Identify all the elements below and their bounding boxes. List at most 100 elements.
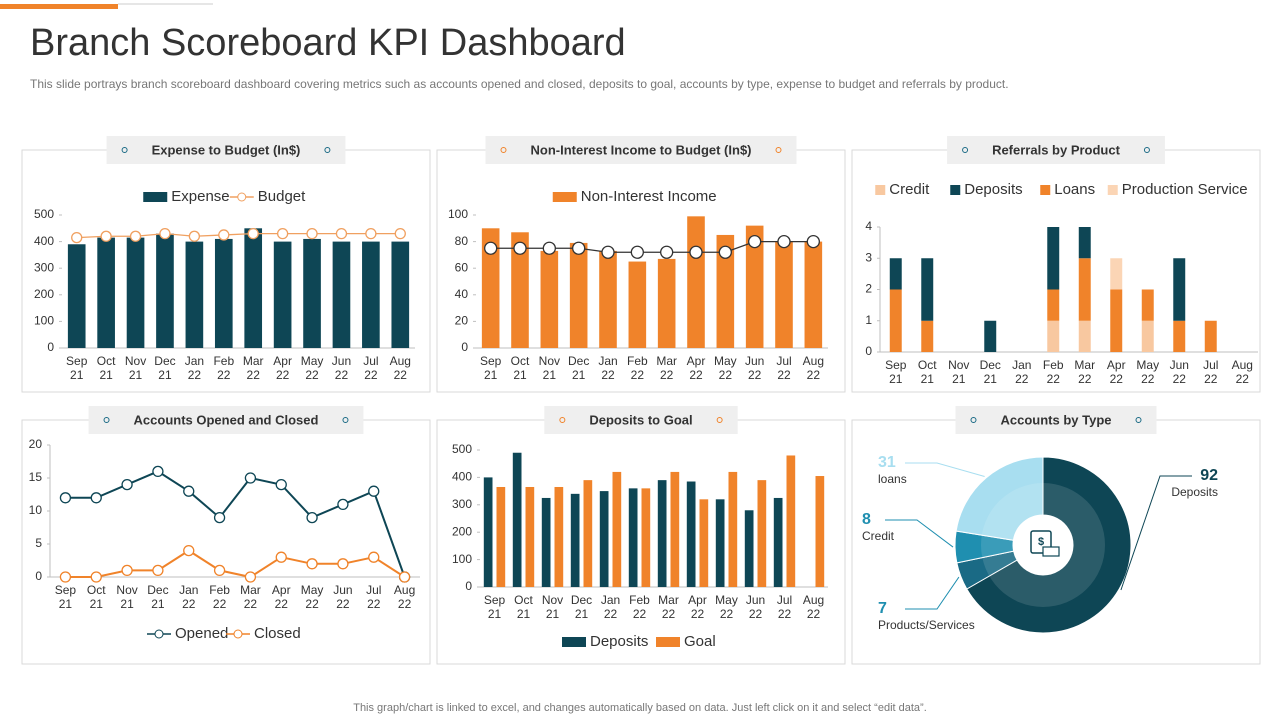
y-tick-label: 200 bbox=[34, 287, 54, 301]
bar bbox=[97, 237, 115, 348]
y-tick-label: 0 bbox=[47, 340, 54, 354]
x-tick-label: Jul 22 bbox=[776, 354, 791, 382]
panel-title-bg bbox=[106, 136, 346, 164]
legend-label: Loans bbox=[1054, 181, 1095, 198]
line-marker bbox=[337, 558, 349, 570]
line-marker bbox=[394, 227, 406, 240]
x-tick-label: Dec 21 bbox=[980, 358, 1001, 386]
x-tick-label: Jul 22 bbox=[363, 354, 378, 382]
line-marker bbox=[542, 241, 556, 255]
line-marker bbox=[275, 478, 287, 491]
category-label: Products/Services bbox=[878, 618, 975, 632]
x-tick-label: Mar 22 bbox=[1074, 358, 1095, 386]
y-tick-label: 20 bbox=[455, 314, 469, 328]
bar bbox=[757, 480, 767, 587]
line-marker bbox=[90, 492, 102, 504]
x-tick-label: May 22 bbox=[301, 583, 324, 611]
y-tick-label: 3 bbox=[865, 250, 872, 264]
y-tick-label: 20 bbox=[29, 437, 43, 451]
legend-label: Budget bbox=[258, 188, 306, 205]
line-marker bbox=[748, 234, 762, 249]
y-tick-label: 400 bbox=[34, 234, 54, 248]
line-marker bbox=[121, 564, 133, 577]
bar bbox=[273, 241, 292, 348]
bar bbox=[686, 481, 696, 587]
line-marker bbox=[365, 227, 377, 240]
legend-label: Expense bbox=[171, 188, 229, 205]
x-tick-label: Jun 22 bbox=[332, 354, 351, 382]
y-tick-label: 100 bbox=[452, 552, 472, 566]
bar-segment bbox=[1110, 289, 1123, 352]
legend-swatch bbox=[875, 185, 886, 195]
bar-segment bbox=[1204, 320, 1217, 352]
x-tick-label: Jan 22 bbox=[598, 354, 617, 382]
x-tick-label: Jan 22 bbox=[1012, 358, 1031, 386]
x-tick-label: Mar 22 bbox=[658, 593, 679, 621]
line-marker bbox=[152, 564, 164, 577]
line-marker bbox=[90, 571, 102, 583]
y-tick-label: 400 bbox=[452, 470, 472, 484]
y-tick-label: 0 bbox=[461, 340, 468, 354]
line-marker bbox=[247, 227, 259, 240]
bar bbox=[185, 241, 204, 348]
panel-title-bg bbox=[88, 406, 364, 434]
title-dot bbox=[103, 417, 110, 423]
line-marker bbox=[59, 492, 72, 504]
line-marker bbox=[159, 227, 171, 240]
legend-swatch bbox=[237, 192, 247, 202]
x-tick-label: Feb 22 bbox=[209, 583, 230, 611]
line-marker bbox=[601, 245, 615, 259]
x-tick-label: May 22 bbox=[715, 593, 738, 621]
line-marker bbox=[777, 234, 791, 249]
title-dot bbox=[121, 147, 128, 153]
legend-swatch bbox=[143, 192, 168, 202]
bar-segment bbox=[1078, 320, 1091, 352]
bar bbox=[670, 471, 680, 587]
line-marker bbox=[183, 544, 195, 557]
x-tick-label: Mar 22 bbox=[240, 583, 261, 611]
legend-swatch bbox=[950, 185, 961, 195]
x-tick-label: Aug 22 bbox=[803, 593, 824, 621]
x-tick-label: Feb 22 bbox=[627, 354, 648, 382]
x-tick-label: Sep 21 bbox=[66, 354, 88, 382]
bar bbox=[496, 486, 506, 587]
legend-label: Opened bbox=[175, 625, 228, 642]
panel-title-bg bbox=[485, 136, 797, 164]
x-tick-label: Dec 21 bbox=[154, 354, 175, 382]
bar bbox=[481, 228, 500, 348]
y-tick-label: 100 bbox=[448, 207, 468, 221]
category-label: Deposits bbox=[1171, 485, 1218, 499]
line-marker bbox=[630, 245, 644, 259]
line-marker bbox=[100, 230, 112, 242]
legend-label: Non-Interest Income bbox=[581, 188, 717, 205]
x-tick-label: Feb 22 bbox=[213, 354, 234, 382]
line-marker bbox=[337, 498, 349, 511]
y-tick-label: 0 bbox=[865, 344, 872, 358]
legend-label: Production Service bbox=[1122, 181, 1248, 198]
line-marker bbox=[718, 245, 732, 259]
line bbox=[490, 240, 814, 253]
data-label: 31 bbox=[878, 454, 896, 471]
y-tick-label: 0 bbox=[35, 569, 42, 583]
x-tick-label: Apr 22 bbox=[688, 593, 707, 621]
line-marker bbox=[121, 478, 133, 491]
title-dot bbox=[1143, 147, 1150, 153]
bar bbox=[541, 497, 551, 587]
bar-segment bbox=[1047, 227, 1060, 290]
x-tick-label: May 22 bbox=[714, 354, 737, 382]
line-marker bbox=[275, 551, 287, 563]
bar-segment bbox=[889, 289, 902, 352]
line-marker bbox=[806, 234, 820, 249]
legend-swatch bbox=[154, 629, 164, 639]
line-marker bbox=[306, 558, 318, 570]
bar-segment bbox=[1110, 258, 1123, 290]
y-tick-label: 300 bbox=[452, 497, 472, 511]
bar-segment bbox=[1141, 320, 1154, 352]
panel-title: Accounts by Type bbox=[1000, 412, 1111, 427]
bar bbox=[687, 216, 705, 348]
x-tick-label: Feb 22 bbox=[629, 593, 650, 621]
x-tick-label: Aug 22 bbox=[803, 354, 824, 382]
data-label: 7 bbox=[878, 600, 887, 617]
x-tick-label: Oct 21 bbox=[918, 358, 937, 386]
bar bbox=[599, 250, 617, 348]
